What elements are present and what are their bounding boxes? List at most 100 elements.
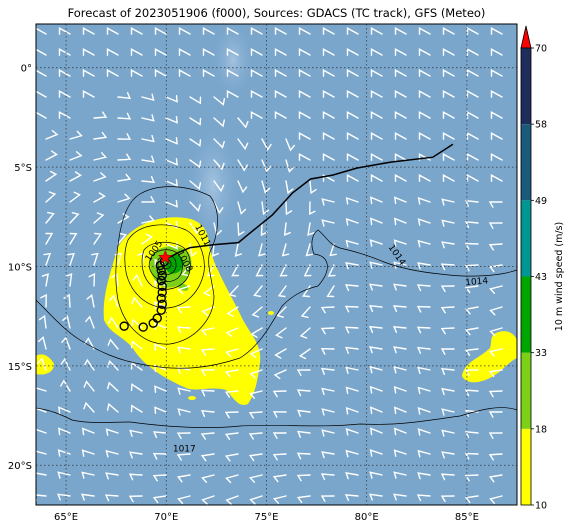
wind-barb bbox=[393, 385, 407, 394]
wind-barb bbox=[69, 191, 81, 203]
wind-barb bbox=[249, 495, 263, 505]
light-haze-area bbox=[185, 123, 241, 247]
wind-barb bbox=[237, 138, 249, 151]
wind-barb bbox=[261, 159, 272, 173]
wind-barb bbox=[41, 273, 49, 287]
wind-speed-area-10-18 bbox=[103, 217, 261, 405]
wind-barb bbox=[58, 406, 71, 415]
wind-barb bbox=[490, 111, 503, 119]
wind-barb bbox=[224, 411, 239, 419]
wind-barb bbox=[154, 343, 167, 351]
wind-barb bbox=[417, 449, 431, 458]
wind-barb bbox=[393, 449, 407, 457]
wind-barb bbox=[274, 111, 287, 119]
wind-barb bbox=[141, 93, 155, 101]
wind-barb bbox=[465, 199, 479, 207]
wind-barb bbox=[274, 48, 287, 56]
wind-barb bbox=[141, 215, 156, 224]
wind-barb bbox=[272, 432, 287, 439]
wind-barb bbox=[106, 27, 119, 35]
wind-barb bbox=[105, 428, 119, 436]
wind-barb bbox=[226, 69, 239, 77]
wind-barb bbox=[369, 261, 383, 269]
wind-barb bbox=[130, 361, 143, 371]
wind-barb bbox=[393, 239, 407, 247]
wind-barb bbox=[154, 258, 167, 267]
colorbar-extend-triangle bbox=[520, 25, 532, 49]
wind-barb bbox=[57, 493, 71, 501]
latitude-tick-labels: 0° 5°S 10°S 15°S 20°S bbox=[8, 64, 32, 473]
wind-barb bbox=[464, 389, 479, 397]
wind-barb bbox=[189, 201, 201, 212]
wind-barb bbox=[283, 222, 291, 236]
wind-barb bbox=[189, 117, 202, 126]
wind-barb bbox=[321, 451, 335, 459]
wind-barb bbox=[298, 153, 311, 161]
wind-barb bbox=[345, 196, 359, 205]
wind-barb bbox=[165, 137, 178, 145]
wind-barb bbox=[69, 232, 78, 245]
wind-barb bbox=[418, 48, 431, 56]
wind-barb bbox=[107, 381, 119, 392]
colorbar-tick-label: 58 bbox=[535, 120, 547, 131]
wind-barb bbox=[213, 180, 225, 193]
wind-barb bbox=[417, 239, 431, 248]
wind-barb bbox=[393, 427, 407, 436]
wind-barb bbox=[141, 175, 155, 184]
wind-barb bbox=[152, 474, 167, 482]
wind-barb bbox=[45, 150, 58, 161]
wind-barb bbox=[106, 402, 119, 413]
wind-barb bbox=[36, 111, 47, 119]
wind-barb bbox=[36, 387, 47, 394]
wind-barb bbox=[224, 432, 239, 440]
wind-barb bbox=[466, 48, 479, 56]
wind-barb bbox=[154, 385, 167, 393]
wind-speed-colorbar: 10 18 33 43 49 58 70 10 m wind speed (m/s) bbox=[520, 25, 565, 512]
wind-barb bbox=[117, 193, 131, 203]
wind-barb bbox=[213, 138, 225, 149]
wind-barb bbox=[277, 285, 287, 298]
wind-barb bbox=[296, 495, 311, 503]
wind-barb bbox=[442, 90, 455, 98]
wind-barb bbox=[154, 69, 167, 77]
colorbar-segment bbox=[521, 276, 531, 353]
colorbar-segment bbox=[521, 352, 531, 429]
wind-barb bbox=[153, 431, 167, 439]
longitude-tick-label: 65°E bbox=[54, 512, 78, 523]
wind-barb bbox=[106, 69, 119, 77]
tc-forecast-point bbox=[119, 321, 129, 331]
wind-barb bbox=[417, 262, 431, 270]
wind-barb bbox=[36, 27, 47, 35]
wind-barb bbox=[106, 48, 119, 56]
wind-barb bbox=[91, 252, 99, 266]
wind-barb bbox=[490, 174, 503, 182]
wind-barb bbox=[202, 48, 215, 56]
latitude-tick-label: 0° bbox=[21, 64, 32, 75]
wind-barb bbox=[440, 348, 455, 355]
wind-barb bbox=[300, 306, 311, 318]
wind-barb bbox=[490, 27, 503, 35]
wind-barb bbox=[88, 272, 96, 287]
wind-barb bbox=[38, 336, 47, 350]
longitude-tick-label: 80°E bbox=[355, 512, 379, 523]
wind-barb bbox=[417, 218, 431, 226]
wind-barb bbox=[370, 90, 383, 98]
wind-barb bbox=[466, 69, 479, 77]
wind-barb bbox=[394, 69, 407, 77]
wind-barb bbox=[249, 369, 263, 379]
wind-barb bbox=[176, 453, 191, 461]
wind-barb bbox=[69, 151, 83, 161]
wind-barb bbox=[346, 27, 359, 35]
wind-barb bbox=[165, 241, 178, 250]
wind-barb bbox=[226, 48, 239, 56]
wind-barb bbox=[178, 69, 191, 77]
wind-barb bbox=[285, 201, 293, 216]
wind-barb bbox=[272, 474, 287, 483]
wind-barb bbox=[416, 284, 431, 292]
wind-barb bbox=[345, 428, 359, 436]
wind-barb bbox=[165, 158, 178, 166]
wind-barb bbox=[272, 411, 287, 418]
wind-barb bbox=[274, 27, 287, 35]
wind-barb bbox=[36, 407, 47, 415]
